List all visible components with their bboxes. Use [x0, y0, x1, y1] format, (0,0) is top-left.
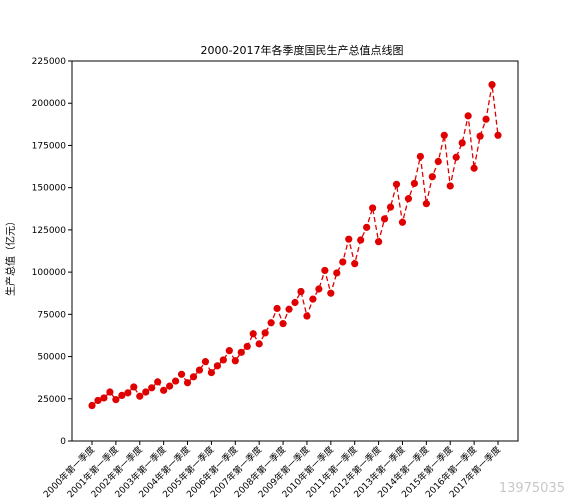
y-tick-label: 25000 — [37, 395, 66, 405]
data-point — [321, 266, 329, 275]
data-point — [482, 115, 490, 123]
data-point — [112, 396, 120, 404]
watermark: 13975035 — [499, 481, 565, 496]
data-point — [148, 384, 156, 392]
data-point — [171, 377, 180, 385]
y-axis: 0 25000 50000 75000 100000 125000 150000 175000… — [32, 57, 72, 447]
data-point — [374, 238, 383, 246]
data-point — [160, 386, 168, 394]
data-point — [297, 287, 305, 296]
data-point — [369, 204, 377, 212]
data-point — [279, 320, 287, 328]
y-tick-label: 175000 — [32, 141, 67, 151]
data-point — [464, 112, 472, 120]
data-point — [213, 362, 221, 370]
data-point — [237, 348, 245, 356]
data-point — [440, 131, 448, 139]
data-point — [452, 153, 460, 161]
data-point — [309, 295, 317, 303]
data-point — [130, 383, 138, 391]
y-axis-label: 生产总值（亿元） — [4, 216, 17, 296]
y-tick-label: 200000 — [32, 99, 67, 109]
data-point — [177, 370, 186, 378]
y-tick-label: 50000 — [37, 353, 66, 363]
data-point — [357, 236, 365, 244]
data-point — [410, 179, 419, 188]
data-point — [106, 388, 114, 396]
data-point — [351, 260, 359, 268]
data-point — [416, 152, 424, 161]
data-point — [434, 157, 442, 166]
data-point — [303, 312, 311, 320]
data-point — [470, 164, 478, 172]
data-point — [183, 379, 192, 387]
chart-title: 2000-2017年各季度国民生产总值点线图 — [201, 43, 404, 57]
data-point — [398, 218, 407, 226]
data-point — [231, 357, 239, 365]
y-tick-label: 225000 — [32, 57, 67, 67]
data-point — [225, 347, 233, 355]
data-point — [243, 342, 251, 351]
data-point — [392, 180, 401, 188]
data-point — [124, 389, 132, 397]
data-point — [94, 396, 102, 405]
data-point — [476, 132, 484, 140]
data-point — [333, 269, 341, 277]
y-tick-label: 75000 — [37, 310, 66, 320]
data-point — [327, 289, 335, 297]
data-point — [195, 366, 204, 374]
data-point — [345, 235, 353, 243]
data-point — [201, 358, 210, 366]
data-point — [285, 305, 293, 313]
data-point — [255, 340, 263, 348]
y-tick-label: 150000 — [32, 184, 67, 194]
data-point — [363, 223, 371, 231]
series-line — [91, 84, 499, 407]
series-points — [88, 81, 502, 410]
data-point — [261, 329, 269, 337]
data-point — [428, 173, 436, 181]
data-point — [458, 139, 466, 147]
data-point — [154, 378, 162, 386]
y-tick-label: 125000 — [32, 226, 67, 236]
data-point — [380, 215, 389, 223]
data-point — [189, 373, 198, 381]
plot-area-frame — [71, 60, 519, 442]
data-point — [249, 330, 257, 338]
data-point — [142, 388, 150, 396]
data-point — [315, 285, 323, 293]
data-point — [88, 401, 96, 410]
data-point — [386, 203, 395, 211]
data-point — [404, 195, 413, 203]
data-point — [339, 258, 347, 266]
data-point — [488, 81, 496, 89]
data-point — [100, 394, 108, 402]
data-point — [118, 391, 126, 399]
data-point — [291, 298, 299, 307]
data-point — [136, 392, 144, 400]
data-point — [207, 369, 216, 377]
data-point — [422, 200, 430, 208]
data-point — [267, 319, 275, 327]
x-axis: 2000年第一季度2001年第一季度2002年第一季度2003年第一季度2004… — [41, 441, 503, 500]
y-tick-label: 0 — [60, 437, 66, 447]
data-point — [166, 382, 174, 390]
y-tick-label: 100000 — [32, 268, 67, 278]
data-point — [494, 131, 502, 139]
data-point — [219, 356, 227, 364]
data-point — [273, 304, 281, 313]
data-point — [446, 182, 454, 190]
